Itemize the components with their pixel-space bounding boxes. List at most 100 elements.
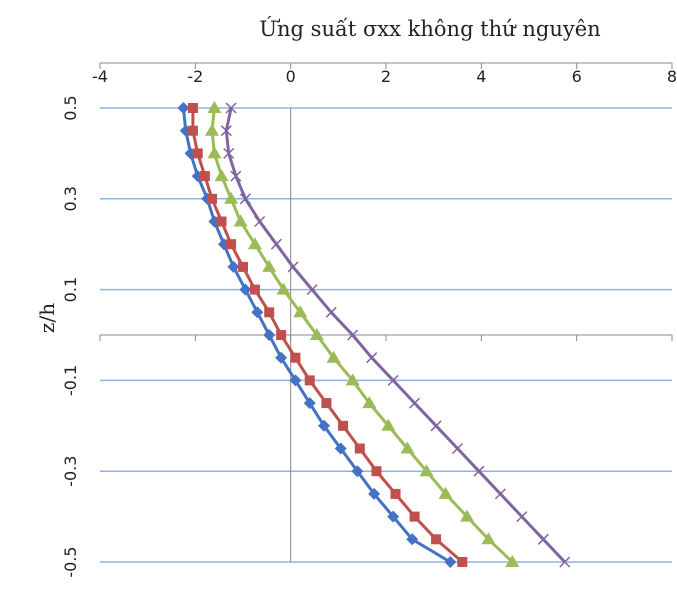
y-tick-label-1: 0.3 (61, 186, 80, 211)
series-4-point-18 (516, 511, 528, 523)
series-4-point-20 (559, 556, 571, 568)
series-1-point-16 (351, 465, 364, 478)
series-2-point-6 (226, 239, 237, 250)
series-2-point-5 (216, 216, 227, 227)
series-4-point-5 (254, 215, 266, 228)
series-4-point-1-b (220, 125, 232, 137)
gridlines (100, 107, 672, 563)
series-4-point-8-b (306, 284, 318, 296)
series-4-point-13-b (409, 397, 421, 409)
series-1-point-15 (334, 442, 347, 455)
series-2-point-20 (457, 557, 468, 567)
series-2-point-7 (238, 261, 248, 272)
x-tick-label-2: 0 (286, 67, 296, 86)
series-4-point-7 (287, 261, 299, 273)
x-tick-label-3: 2 (381, 67, 391, 86)
series-4-point-13 (409, 397, 421, 409)
series-2-point-13 (321, 398, 332, 409)
series-4-point-1 (220, 125, 232, 137)
series-3-point-8 (276, 282, 291, 295)
chart-title: Ứng suất σxx không thứ nguyên (259, 16, 600, 41)
series-2-point-1 (187, 125, 198, 136)
series-1-point-20 (444, 556, 457, 568)
series-4-point-14 (430, 420, 442, 432)
series-4-point-4-b (239, 193, 251, 205)
series-2-point-0 (187, 103, 198, 113)
series-1-point-18 (387, 510, 400, 523)
series-2-point-3 (199, 171, 210, 182)
series-4-point-9 (325, 306, 337, 318)
series-4-point-10 (347, 329, 359, 341)
series-4-point-2 (223, 147, 235, 159)
series-3-point-17 (438, 486, 453, 499)
series-1-point-8 (239, 283, 252, 296)
series-4-point-9-b (325, 306, 337, 318)
series-4-point-17 (494, 488, 506, 500)
x-tick-label-1: -2 (187, 67, 203, 86)
series-4-point-20-b (559, 556, 571, 568)
series-1-point-17 (368, 487, 381, 500)
y-axis-label: z/h (35, 303, 59, 333)
series-2-point-2 (192, 148, 203, 159)
series-3-point-0 (207, 101, 222, 113)
series-4-point-12-b (387, 374, 399, 386)
series-4-point-5-b (254, 215, 266, 228)
series-4-point-0-b (225, 102, 237, 114)
series-1-point-9 (251, 306, 264, 319)
series-4-point-15-b (451, 442, 464, 455)
series-1-point-13 (303, 397, 316, 410)
x-tick-label-4: 4 (476, 67, 486, 86)
y-tick-label-3: -0.1 (61, 365, 80, 396)
y-tick-labels: 0.5 0.3 0.1 -0.1 -0.3 -0.5 (61, 95, 80, 577)
series-4-point-19-b (537, 533, 549, 545)
series-4-point-0 (225, 102, 237, 114)
series-3-point-20 (505, 555, 520, 567)
series-3-point-7 (262, 259, 277, 272)
series-4-point-12 (387, 374, 399, 386)
series-4-point-16 (473, 465, 485, 477)
series-1-point-7 (227, 260, 240, 273)
series-4-point-18-b (516, 511, 528, 523)
series-3-point-10 (309, 328, 324, 340)
series-2-point-10 (276, 330, 287, 340)
series-4-point-10-b (347, 329, 359, 341)
series-4-point-11 (366, 352, 378, 364)
series-3-point-13 (362, 396, 377, 409)
series-2-point-16 (371, 466, 382, 477)
series-2-point-19 (431, 534, 442, 545)
series-4-point-14-b (430, 420, 442, 432)
series-2-point-15 (354, 443, 365, 454)
series-4-point-4 (239, 193, 251, 205)
x-tick-label-0: -4 (92, 67, 108, 86)
x-tick-label-6: 8 (667, 67, 677, 86)
series-2-point-18 (409, 511, 420, 522)
series-1-point-10 (263, 329, 276, 341)
series-4-point-19 (537, 533, 549, 545)
series-3-point-5 (233, 214, 248, 227)
series-3 (205, 101, 520, 567)
series-1 (177, 102, 457, 568)
series-2-point-9 (264, 307, 275, 318)
series-4-point-8 (306, 284, 318, 296)
series-2-point-4 (207, 193, 218, 204)
series-4-point-17-b (494, 488, 506, 500)
series-2-point-11 (290, 352, 301, 363)
series-4-point-7-b (287, 261, 299, 273)
series-1-point-14 (318, 419, 331, 432)
series-3-point-11 (326, 350, 341, 363)
series-2-point-14 (338, 420, 349, 431)
series-4-point-6-b (270, 238, 282, 250)
series-4-point-2-b (223, 147, 235, 159)
series-3-point-4 (224, 191, 239, 204)
series-group (177, 101, 571, 568)
series-3-point-1 (205, 123, 220, 136)
series-3-point-19 (481, 532, 496, 545)
series-3-point-16 (419, 464, 434, 477)
x-tick-label-5: 6 (572, 67, 582, 86)
axes (99, 62, 673, 562)
series-3-point-2 (207, 146, 222, 159)
series-4-point-3 (230, 170, 242, 182)
series-4-point-3-b (230, 170, 242, 182)
y-tick-label-4: -0.3 (61, 456, 80, 487)
